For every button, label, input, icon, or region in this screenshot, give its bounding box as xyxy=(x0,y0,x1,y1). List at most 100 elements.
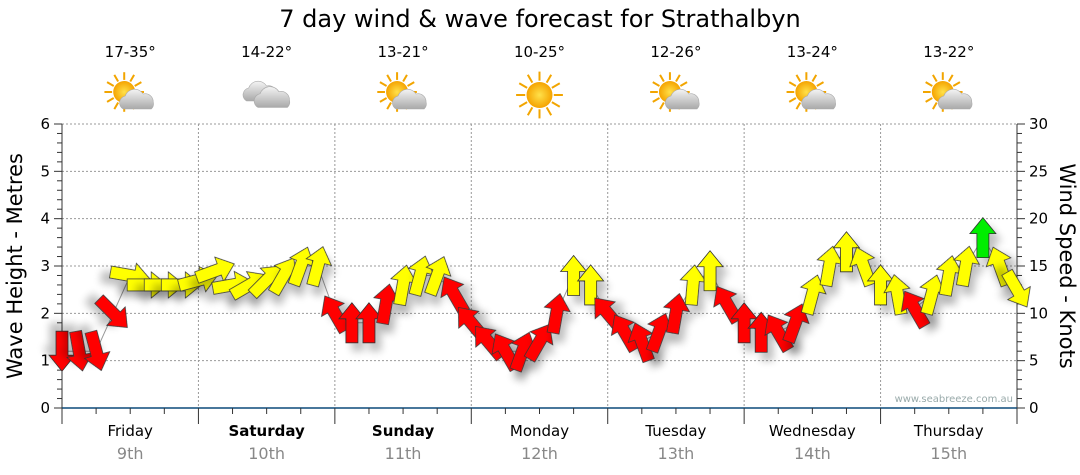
temperature-label: 13-24° xyxy=(787,43,838,61)
left-tick-label: 0 xyxy=(40,399,50,417)
wind-arrow xyxy=(66,329,94,372)
sun-icon xyxy=(516,71,563,119)
right-tick-label: 20 xyxy=(1029,210,1048,228)
sun-ray xyxy=(402,74,408,83)
left-axis-label: Wave Height - Metres xyxy=(3,153,27,379)
day-label: Friday xyxy=(107,422,153,440)
wind-arrow xyxy=(373,283,401,326)
sun-disc xyxy=(526,82,553,108)
wind-arrow xyxy=(782,303,810,345)
wind-arrow xyxy=(440,276,470,316)
day-label: Sunday xyxy=(372,422,435,440)
left-tick-label: 1 xyxy=(40,352,50,370)
sun-ray xyxy=(551,101,561,108)
wind-arrow xyxy=(523,323,554,363)
sun-ray xyxy=(675,74,681,83)
temperature-label: 12-26° xyxy=(650,43,701,61)
cloud-path xyxy=(119,88,154,110)
cloud-shape xyxy=(119,88,154,110)
sun-ray xyxy=(551,82,561,89)
wind-arrow xyxy=(424,256,452,297)
date-label: 15th xyxy=(930,444,967,463)
sun-ray xyxy=(932,101,938,110)
clouds-icon xyxy=(242,80,291,108)
sun-ray xyxy=(379,97,388,103)
cloud-path xyxy=(392,88,427,110)
cloud-shape xyxy=(392,88,427,110)
right-tick-label: 25 xyxy=(1029,162,1048,180)
sun-cloud-icon xyxy=(104,72,154,112)
sun-ray xyxy=(947,74,954,83)
sun-ray xyxy=(526,74,534,84)
cloud-path xyxy=(937,88,973,110)
temperature-label: 17-35° xyxy=(105,43,156,61)
cloud-shape xyxy=(665,88,700,110)
sun-cloud-icon xyxy=(786,72,836,112)
sun-ray xyxy=(795,101,802,110)
wind-arrow xyxy=(83,329,111,372)
wind-arrow xyxy=(390,264,418,307)
left-tick-label: 3 xyxy=(40,257,50,275)
sun-ray xyxy=(652,97,660,103)
sun-ray xyxy=(386,74,392,83)
temperature-label: 10-25° xyxy=(514,43,565,61)
sun-ray xyxy=(134,81,142,87)
cloud-path xyxy=(801,88,836,110)
sun-ray xyxy=(788,81,797,87)
wind-arrow xyxy=(679,264,708,306)
right-tick-label: 10 xyxy=(1029,304,1048,322)
wind-arrow xyxy=(816,245,844,288)
sun-ray xyxy=(113,101,120,110)
left-tick-label: 5 xyxy=(40,162,50,180)
date-label: 11th xyxy=(385,444,422,463)
wind-arrow xyxy=(696,250,724,292)
sun-ray xyxy=(545,74,553,84)
cloud-shape xyxy=(801,88,836,110)
wind-arrow xyxy=(935,255,964,297)
wind-arrow xyxy=(48,330,76,372)
wind-arrow xyxy=(338,302,366,344)
sun-ray xyxy=(407,81,415,87)
day-label: Monday xyxy=(510,422,569,440)
wind-arrow xyxy=(952,245,981,288)
sun-ray xyxy=(518,82,528,89)
cloud-shape xyxy=(937,88,973,110)
wind-arrow xyxy=(730,302,758,344)
right-axis-label: Wind Speed - Knots xyxy=(1055,163,1079,368)
day-label: Thursday xyxy=(913,422,984,440)
sun-cloud-icon xyxy=(650,72,700,112)
temperature-label: 14-22° xyxy=(241,43,292,61)
wind-arrow xyxy=(900,290,931,330)
date-label: 12th xyxy=(521,444,558,463)
sun-ray xyxy=(518,101,528,108)
sun-ray xyxy=(106,81,115,87)
left-tick-label: 6 xyxy=(40,115,50,133)
right-tick-label: 0 xyxy=(1029,399,1039,417)
sun-ray xyxy=(106,97,115,103)
wind-arrow xyxy=(559,254,588,296)
cloud-path xyxy=(253,86,291,108)
sun-ray xyxy=(795,74,802,83)
sun-ray xyxy=(386,101,392,110)
date-label: 10th xyxy=(248,444,285,463)
date-label: 14th xyxy=(794,444,831,463)
left-tick-label: 2 xyxy=(40,304,50,322)
cloud-shape xyxy=(253,86,291,108)
sun-ray xyxy=(925,97,933,103)
sun-ray xyxy=(113,74,120,83)
temperature-label: 13-21° xyxy=(378,43,429,61)
wind-arrow xyxy=(1001,268,1031,308)
right-tick-label: 15 xyxy=(1029,257,1048,275)
day-label: Saturday xyxy=(228,422,305,440)
sun-ray xyxy=(659,74,665,83)
chart-title: 7 day wind & wave forecast for Strathalb… xyxy=(279,5,801,33)
wind-arrow xyxy=(662,293,691,335)
sun-ray xyxy=(545,106,553,116)
right-tick-label: 5 xyxy=(1029,352,1039,370)
wind-arrow xyxy=(355,302,383,344)
sun-ray xyxy=(952,81,961,87)
cloud-path xyxy=(665,88,700,110)
wind-arrow xyxy=(305,246,333,288)
wind-arrow xyxy=(627,322,655,364)
